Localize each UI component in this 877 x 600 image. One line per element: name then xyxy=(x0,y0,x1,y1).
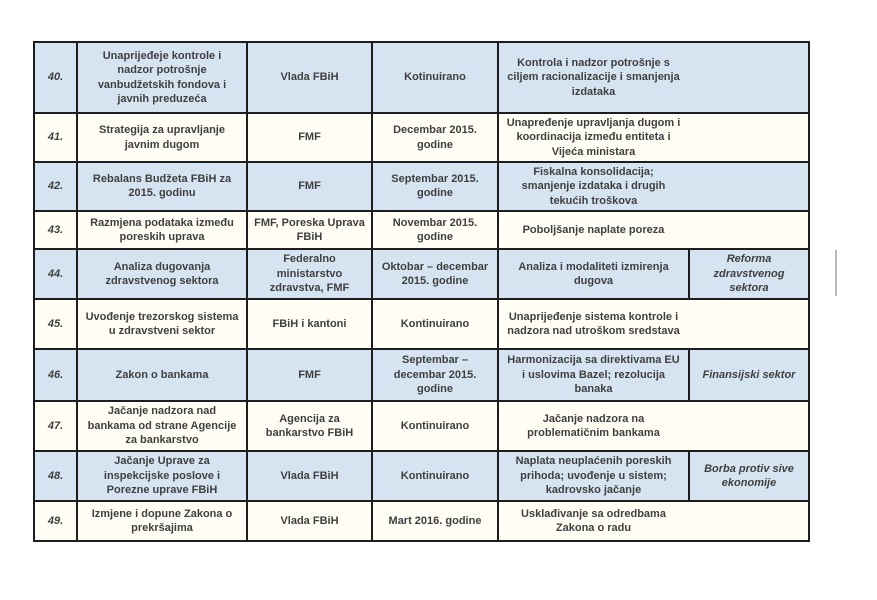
cell-category xyxy=(688,163,808,210)
cell-row-number: 40. xyxy=(35,43,78,112)
cell-measure: Izmjene i dopune Zakona o prekršajima xyxy=(78,501,248,540)
cell-result: Naplata neuplaćenih poreskih prihoda; uv… xyxy=(499,451,688,500)
cell-institution: Vlada FBiH xyxy=(248,501,373,540)
cell-row-number: 45. xyxy=(35,299,78,348)
cell-measure: Rebalans Budžeta FBiH za 2015. godinu xyxy=(78,163,248,210)
table-row: 47. Jačanje nadzora nad bankama od stran… xyxy=(35,401,808,452)
table-row: 40. Unaprijeđeje kontrole i nadzor potro… xyxy=(35,43,808,114)
cell-category xyxy=(688,114,808,161)
cell-result: Unaprijeđenje sistema kontrole i nadzora… xyxy=(499,299,688,348)
cell-result: Usklađivanje sa odredbama Zakona o radu xyxy=(499,501,688,540)
cell-institution: Federalno ministarstvo zdravstva, FMF xyxy=(248,249,373,298)
scan-artifact-line xyxy=(835,250,837,296)
cell-measure: Analiza dugovanja zdravstvenog sektora xyxy=(78,249,248,298)
cell-measure: Jačanje nadzora nad bankama od strane Ag… xyxy=(78,401,248,450)
table-row: 41. Strategija za upravljanje javnim dug… xyxy=(35,114,808,163)
cell-row-number: 47. xyxy=(35,401,78,450)
cell-result: Harmonizacija sa direktivama EU i uslovi… xyxy=(499,349,688,400)
cell-result: Unapređenje upravljanja dugom i koordina… xyxy=(499,114,688,161)
cell-measure: Razmjena podataka između poreskih uprava xyxy=(78,211,248,248)
cell-institution: FMF, Poreska Uprava FBiH xyxy=(248,211,373,248)
cell-measure: Uvođenje trezorskog sistema u zdravstven… xyxy=(78,299,248,348)
cell-deadline: Septembar – decembar 2015. godine xyxy=(373,349,499,400)
cell-deadline: Kontinuirano xyxy=(373,299,499,348)
table-row: 48. Jačanje Uprave za inspekcijske poslo… xyxy=(35,451,808,502)
cell-row-number: 48. xyxy=(35,451,78,500)
cell-row-number: 46. xyxy=(35,349,78,400)
table-row: 46. Zakon o bankama FMF Septembar – dece… xyxy=(35,349,808,402)
cell-category xyxy=(688,401,808,450)
cell-deadline: Decembar 2015. godine xyxy=(373,114,499,161)
cell-measure: Strategija za upravljanje javnim dugom xyxy=(78,114,248,161)
table-row: 42. Rebalans Budžeta FBiH za 2015. godin… xyxy=(35,163,808,212)
cell-institution: FMF xyxy=(248,349,373,400)
cell-category xyxy=(688,43,808,112)
table-row: 49. Izmjene i dopune Zakona o prekršajim… xyxy=(35,501,808,540)
table-row: 44. Analiza dugovanja zdravstvenog sekto… xyxy=(35,249,808,300)
cell-institution: Agencija za bankarstvo FBiH xyxy=(248,401,373,450)
cell-row-number: 41. xyxy=(35,114,78,161)
cell-measure: Zakon o bankama xyxy=(78,349,248,400)
cell-institution: Vlada FBiH xyxy=(248,451,373,500)
table-row: 43. Razmjena podataka između poreskih up… xyxy=(35,211,808,250)
cell-deadline: Kotinuirano xyxy=(373,43,499,112)
cell-row-number: 43. xyxy=(35,211,78,248)
cell-deadline: Oktobar – decembar 2015. godine xyxy=(373,249,499,298)
action-plan-table: 40. Unaprijeđeje kontrole i nadzor potro… xyxy=(33,41,810,542)
cell-category: Borba protiv sive ekonomije xyxy=(688,451,808,500)
cell-category xyxy=(688,211,808,248)
cell-institution: FMF xyxy=(248,114,373,161)
cell-category xyxy=(688,299,808,348)
cell-row-number: 49. xyxy=(35,501,78,540)
cell-measure: Unaprijeđeje kontrole i nadzor potrošnje… xyxy=(78,43,248,112)
cell-deadline: Septembar 2015. godine xyxy=(373,163,499,210)
cell-measure: Jačanje Uprave za inspekcijske poslove i… xyxy=(78,451,248,500)
cell-result: Poboljšanje naplate poreza xyxy=(499,211,688,248)
cell-deadline: Kontinuirano xyxy=(373,401,499,450)
cell-category: Reforma zdravstvenog sektora xyxy=(688,249,808,298)
cell-result: Kontrola i nadzor potrošnje s ciljem rac… xyxy=(499,43,688,112)
cell-deadline: Kontinuirano xyxy=(373,451,499,500)
cell-institution: FMF xyxy=(248,163,373,210)
cell-institution: Vlada FBiH xyxy=(248,43,373,112)
cell-category: Finansijski sektor xyxy=(688,349,808,400)
cell-institution: FBiH i kantoni xyxy=(248,299,373,348)
cell-row-number: 44. xyxy=(35,249,78,298)
cell-result: Jačanje nadzora na problematičnim bankam… xyxy=(499,401,688,450)
cell-category xyxy=(688,501,808,540)
cell-result: Fiskalna konsolidacija; smanjenje izdata… xyxy=(499,163,688,210)
cell-deadline: Novembar 2015. godine xyxy=(373,211,499,248)
cell-deadline: Mart 2016. godine xyxy=(373,501,499,540)
cell-row-number: 42. xyxy=(35,163,78,210)
cell-result: Analiza i modaliteti izmirenja dugova xyxy=(499,249,688,298)
table-row: 45. Uvođenje trezorskog sistema u zdravs… xyxy=(35,299,808,350)
